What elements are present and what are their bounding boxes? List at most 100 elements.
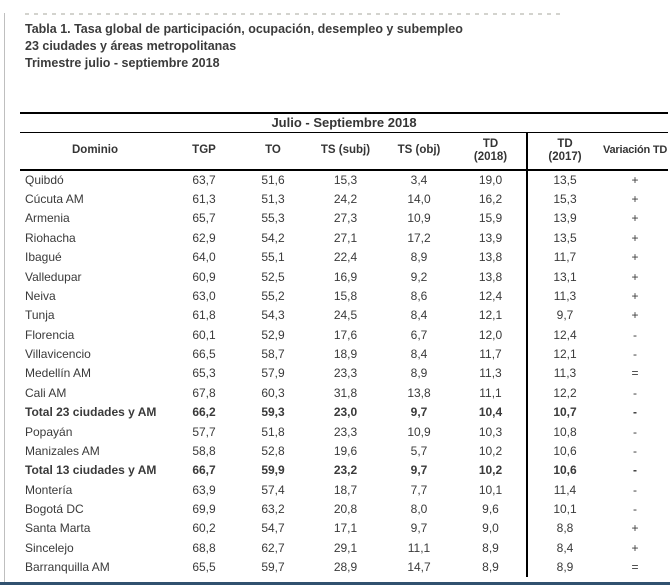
- value-cell: 3,4: [410, 173, 428, 188]
- value-cell: 12,1: [478, 308, 503, 323]
- value-cell: 8,0: [410, 502, 428, 517]
- value-cell: 11,3: [526, 286, 602, 306]
- value-cell: 55,3: [261, 211, 285, 226]
- value-cell: 13,5: [526, 228, 602, 248]
- value-cell: -: [633, 424, 638, 439]
- value-cell: +: [631, 288, 639, 303]
- value-cell: 9,7: [410, 521, 428, 536]
- value-cell: 10,8: [526, 421, 602, 442]
- value-cell: 59,7: [261, 560, 285, 575]
- value-cell: 51,6: [261, 173, 285, 188]
- table-row: Quibdó 63,7 51,6 15,3 3,4 19,0 13,5 +: [20, 170, 668, 190]
- value-cell: 54,2: [261, 230, 285, 245]
- value-cell: -: [633, 482, 638, 497]
- column-header-dominio: Dominio: [20, 132, 170, 171]
- value-cell: 14,0: [407, 192, 431, 207]
- period-header-row: Julio - Septiembre 2018: [20, 112, 669, 133]
- value-cell: 10,7: [526, 402, 602, 422]
- value-cell: +: [631, 211, 639, 226]
- column-header-ts-subj: TS (subj): [308, 132, 383, 171]
- value-cell: 8,4: [526, 538, 602, 558]
- table-row: Florencia 60,1 52,9 17,6 6,7 12,0 12,4 -: [20, 325, 668, 345]
- table-row: Barranquilla AM 65,5 59,7 28,9 14,7 8,9 8,9 =: [20, 557, 668, 577]
- value-cell: -: [633, 327, 638, 342]
- column-header-ts-obj: TS (obj): [383, 132, 455, 171]
- value-cell: 10,6: [526, 441, 602, 461]
- table-row: Popayán 57,7 51,8 23,3 10,9 10,3 10,8 -: [20, 421, 668, 442]
- value-cell: 23,3: [333, 424, 358, 439]
- domain-cell: Sincelejo: [25, 540, 74, 555]
- bottom-edge-bar: [0, 582, 670, 585]
- value-cell: 8,6: [410, 288, 428, 303]
- table-row: Sincelejo 68,8 62,7 29,1 11,1 8,9 8,4 +: [20, 538, 668, 558]
- value-cell: 9,7: [410, 463, 428, 478]
- value-cell: 51,3: [261, 192, 285, 207]
- value-cell: 54,3: [261, 308, 285, 323]
- value-cell: 11,7: [526, 247, 602, 267]
- domain-cell: Neiva: [25, 288, 56, 303]
- value-cell: 15,3: [526, 189, 602, 209]
- value-cell: 10,2: [478, 463, 503, 478]
- value-cell: =: [631, 366, 639, 381]
- value-cell: 12,0: [478, 327, 503, 342]
- title-line-2: 23 ciudades y áreas metropolitanas: [25, 39, 237, 53]
- value-cell: 15,9: [478, 211, 503, 226]
- domain-cell: Bogotá DC: [25, 502, 84, 517]
- value-cell: 12,4: [478, 288, 503, 303]
- cropped-text-artifact: [25, 13, 560, 15]
- value-cell: 10,1: [478, 482, 503, 497]
- value-cell: 60,2: [192, 521, 216, 536]
- domain-cell: Total 23 ciudades y AM: [25, 405, 157, 420]
- value-cell: 63,7: [192, 173, 216, 188]
- value-cell: 11,7: [479, 347, 502, 362]
- value-cell: 12,4: [526, 325, 602, 345]
- value-cell: 22,4: [333, 250, 358, 265]
- statistics-table: Julio - Septiembre 2018 Dominio TGP TO TS (…: [20, 112, 669, 577]
- table-row: Armenia 65,7 55,3 27,3 10,9 15,9 13,9 +: [20, 208, 668, 229]
- table-row: Montería 63,9 57,4 18,7 7,7 10,1 11,4 -: [20, 480, 668, 500]
- value-cell: -: [633, 443, 638, 458]
- value-cell: 15,3: [333, 173, 358, 188]
- value-cell: 12,1: [526, 344, 602, 364]
- value-cell: -: [633, 347, 638, 362]
- table-row: Total 23 ciudades y AM 66,2 59,3 23,0 9,7 10,…: [20, 402, 668, 422]
- page-edge-line: [4, 13, 5, 585]
- value-cell: 12,2: [526, 383, 602, 403]
- table-row: Santa Marta 60,2 54,7 17,1 9,7 9,0 8,8 +: [20, 518, 668, 539]
- value-cell: 10,6: [526, 460, 602, 480]
- value-cell: 13,8: [407, 385, 431, 400]
- value-cell: 8,4: [410, 308, 428, 323]
- value-cell: 11,4: [526, 480, 602, 500]
- value-cell: +: [631, 521, 639, 536]
- value-cell: +: [631, 192, 639, 207]
- value-cell: 67,8: [192, 385, 216, 400]
- value-cell: 68,8: [192, 540, 216, 555]
- value-cell: 63,0: [192, 288, 216, 303]
- value-cell: -: [633, 405, 638, 420]
- value-cell: 16,9: [333, 269, 358, 284]
- value-cell: 23,0: [333, 405, 358, 420]
- value-cell: -: [633, 502, 638, 517]
- domain-cell: Ibagué: [25, 250, 62, 265]
- value-cell: 18,9: [333, 347, 358, 362]
- value-cell: 8,4: [410, 347, 428, 362]
- value-cell: 66,7: [192, 463, 216, 478]
- value-cell: 17,1: [333, 521, 358, 536]
- value-cell: 29,1: [333, 540, 358, 555]
- value-cell: 27,1: [333, 230, 358, 245]
- value-cell: 64,0: [192, 250, 216, 265]
- table-title: Tabla 1. Tasa global de participación, o…: [25, 21, 463, 72]
- value-cell: 13,8: [478, 250, 503, 265]
- value-cell: 59,9: [261, 463, 285, 478]
- value-cell: 24,2: [333, 192, 358, 207]
- value-cell: 19,6: [333, 443, 358, 458]
- period-header: Julio - Septiembre 2018: [20, 112, 669, 133]
- value-cell: +: [631, 230, 639, 245]
- value-cell: 60,3: [261, 385, 285, 400]
- value-cell: 13,9: [526, 208, 602, 229]
- value-cell: -: [633, 463, 638, 478]
- value-cell: 57,7: [192, 424, 216, 439]
- column-header-variacion-td: Variación TD: [602, 132, 669, 171]
- value-cell: 51,8: [261, 424, 285, 439]
- value-cell: 61,3: [192, 192, 216, 207]
